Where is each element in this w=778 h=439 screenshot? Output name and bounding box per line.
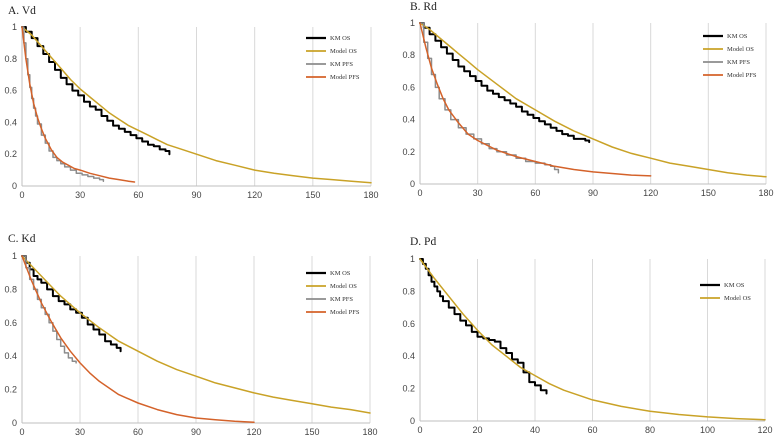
y-tick-label: 0.6	[4, 318, 17, 328]
x-tick-label: 150	[304, 427, 319, 437]
y-tick-label: 0	[12, 418, 17, 428]
x-tick-label: 60	[133, 427, 143, 437]
y-tick-label: 1	[12, 22, 17, 32]
y-tick-label: 0.6	[402, 319, 415, 329]
legend-label: Model PFS	[727, 72, 757, 79]
y-tick-label: 0.4	[4, 117, 17, 127]
series-km-os	[21, 26, 171, 156]
y-tick-label: 0.2	[4, 385, 17, 395]
panel-b: B. Rd 0 30 60 90 120 150 180 0 0.2 0.4 0.6 0.8 1 KM OS…	[402, 1, 773, 198]
y-tick-label: 0.4	[402, 351, 415, 361]
x-tick-label: 90	[191, 190, 201, 200]
series-km-pfs	[21, 255, 77, 364]
legend-label: Model PFS	[330, 74, 360, 81]
panel-title: B. Rd	[410, 1, 437, 13]
x-tick-label: 40	[530, 425, 540, 435]
legend-label: KM PFS	[727, 59, 750, 66]
legend-label: KM PFS	[330, 61, 353, 68]
x-tick-label: 150	[701, 188, 716, 198]
x-tick-label: 150	[305, 190, 320, 200]
x-tick-label: 30	[75, 427, 85, 437]
panel-title: A. Vd	[8, 5, 36, 17]
y-tick-label: 0.8	[4, 54, 17, 64]
y-tick-label: 1	[12, 251, 17, 261]
y-tick-label: 0.6	[4, 86, 17, 96]
y-tick-label: 0.2	[402, 384, 415, 394]
series-model-pfs	[21, 255, 255, 423]
panel-title: D. Pd	[410, 236, 436, 248]
x-tick-label: 30	[473, 188, 483, 198]
x-tick-label: 120	[247, 190, 262, 200]
x-tick-label: 180	[363, 190, 378, 200]
y-tick-label: 0.2	[4, 149, 17, 159]
legend-label: Model OS	[330, 48, 357, 55]
y-tick-label: 0.8	[402, 286, 415, 296]
panel-c: C. Kd 0 30 60 90 120 150 180 0 0.2 0.4 0.6 0.8 1 KM OS…	[4, 233, 377, 437]
x-tick-label: 80	[645, 425, 655, 435]
legend: KM OS Model OS KM PFS Model PFS	[306, 35, 360, 81]
y-tick-label: 0.4	[4, 351, 17, 361]
legend-label: KM OS	[330, 270, 351, 277]
x-tick-label: 0	[19, 190, 24, 200]
series-km-os	[419, 258, 548, 395]
series-model-pfs	[21, 26, 136, 183]
y-tick-label: 0	[410, 416, 415, 426]
series-km-pfs	[21, 26, 105, 182]
y-tick-label: 1	[410, 18, 415, 28]
legend-label: Model OS	[724, 295, 751, 302]
x-tick-label: 60	[587, 425, 597, 435]
series-model-os	[21, 255, 371, 414]
y-tick-label: 0.8	[402, 50, 415, 60]
y-tick-label: 0.4	[402, 115, 415, 125]
x-tick-label: 100	[700, 425, 715, 435]
legend-label: KM OS	[330, 35, 351, 42]
series-model-os	[419, 258, 766, 421]
x-tick-label: 30	[75, 190, 85, 200]
x-tick-label: 0	[19, 427, 24, 437]
x-tick-label: 180	[758, 188, 773, 198]
x-tick-label: 120	[643, 188, 658, 198]
legend: KM OS Model OS	[700, 282, 751, 302]
legend-label: Model PFS	[330, 309, 360, 316]
x-tick-label: 20	[472, 425, 482, 435]
series-model-pfs	[419, 22, 652, 177]
x-tick-label: 180	[362, 427, 377, 437]
x-tick-label: 0	[417, 425, 422, 435]
panel-d: D. Pd 0 20 40 60 80 100 120 0 0.2 0.4 0.6 0.8 1 KM OS M…	[402, 236, 772, 435]
y-tick-label: 0.6	[402, 82, 415, 92]
legend: KM OS Model OS KM PFS Model PFS	[306, 270, 360, 316]
series-model-os	[419, 22, 767, 178]
legend-label: Model OS	[330, 283, 357, 290]
x-tick-label: 60	[133, 190, 143, 200]
x-tick-label: 90	[191, 427, 201, 437]
legend-label: KM OS	[727, 33, 748, 40]
x-tick-label: 60	[530, 188, 540, 198]
y-tick-label: 0	[410, 179, 415, 189]
legend-label: Model OS	[727, 46, 754, 53]
series-model-os	[21, 26, 372, 184]
x-tick-label: 0	[417, 188, 422, 198]
x-tick-label: 120	[246, 427, 261, 437]
series-km-pfs	[419, 22, 560, 174]
y-tick-label: 1	[410, 254, 415, 264]
legend-label: KM OS	[724, 282, 745, 289]
panel-a: A. Vd 0 30 60 90 120 150 180 0 0.2 0.4 0.6 0.8 1 KM OS…	[4, 5, 378, 200]
x-tick-label: 120	[757, 425, 772, 435]
series-km-os	[419, 22, 591, 144]
legend-label: KM PFS	[330, 296, 353, 303]
y-tick-label: 0	[12, 181, 17, 191]
panel-title: C. Kd	[8, 233, 36, 245]
x-tick-label: 90	[588, 188, 598, 198]
y-tick-label: 0.8	[4, 284, 17, 294]
y-tick-label: 0.2	[402, 147, 415, 157]
legend: KM OS Model OS KM PFS Model PFS	[703, 33, 757, 79]
